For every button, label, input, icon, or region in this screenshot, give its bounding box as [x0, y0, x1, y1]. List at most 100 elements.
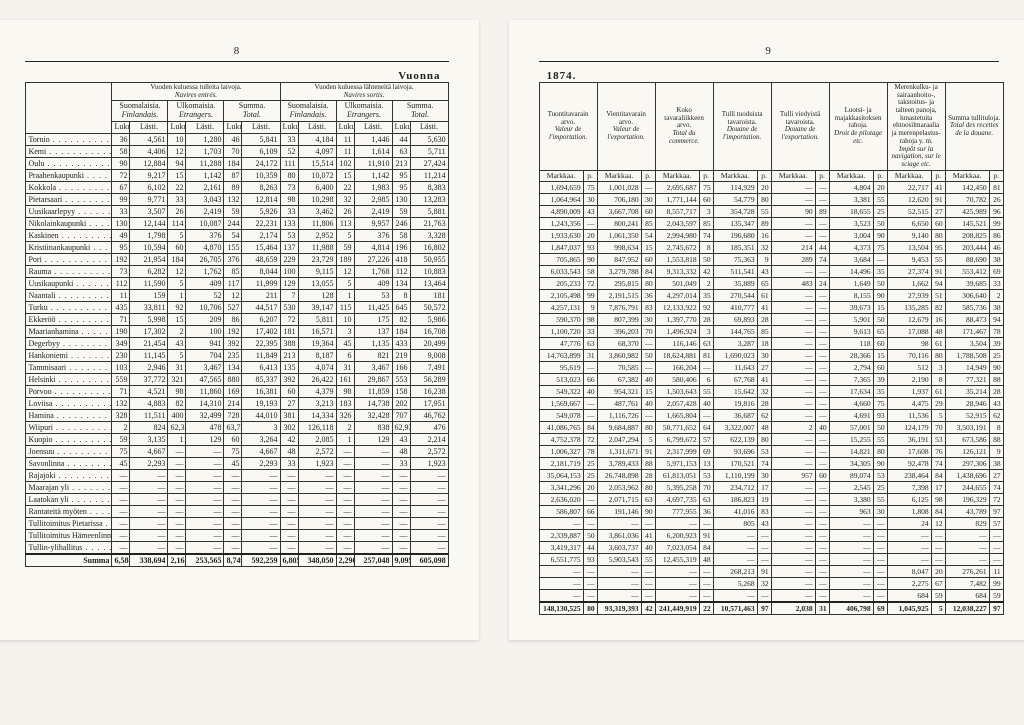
- row-label: Tammisaari: [26, 361, 112, 373]
- table-row: Pori19221,95418426,70537648,65922923,729…: [26, 253, 448, 265]
- row-label: Pori: [26, 253, 112, 265]
- page-number-right: 9: [539, 45, 999, 57]
- row-label: Kaskinen: [26, 229, 112, 241]
- row-label: Hankoniemi: [26, 349, 112, 361]
- table-row: 35,064,1532526,748,8982861,813,051531,11…: [539, 469, 1003, 481]
- row-label: Maarianhamina: [26, 325, 112, 337]
- table-row: Ekkeröö715,99815209866,207725,8111017582…: [26, 313, 448, 325]
- table-row: Kaskinen491,7985376542,174532,9525376583…: [26, 229, 448, 241]
- row-label: Rajajoki: [26, 469, 112, 481]
- row-label: Rantateitä myöten: [26, 505, 112, 517]
- table-left: Vuoden kuluessa tulleita laivoja.Navires…: [25, 82, 448, 567]
- table-row: 1,694,659751,001,028—2,695,68775114,9292…: [539, 181, 1003, 193]
- table-row: Kemi584,406121,703706,109524,097111,6146…: [26, 145, 448, 157]
- row-label: Tullitoimitus Hämeenlinnassa: [26, 529, 112, 541]
- table-row: 2,181,719253,789,433885,971,15313170,521…: [539, 457, 1003, 469]
- table-row: Rajajoki————————————: [26, 469, 448, 481]
- table-row: Nikolainkaupunki13012,14411410,08724422,…: [26, 217, 448, 229]
- table-row: 47,7766368,370—116,146633,28718——1186098…: [539, 337, 1003, 349]
- table-row: 4,752,378722,047,29456,799,67257622,1398…: [539, 433, 1003, 445]
- table-row: 1,100,72033396,203701,496,9243144,76585—…: [539, 325, 1003, 337]
- table-row: 205,23372295,81580501,049235,88965483241…: [539, 277, 1003, 289]
- row-label: Loviisa: [26, 397, 112, 409]
- row-label: Rauma: [26, 265, 112, 277]
- table-row: 1,847,03793998,634152,745,6728185,351322…: [539, 241, 1003, 253]
- row-label: Porvoo: [26, 385, 112, 397]
- table-row: Naantali111591521221171281538181: [26, 289, 448, 301]
- row-label: Nikolainkaupunki: [26, 217, 112, 229]
- table-row: Kokkola676,102222,161898,263736,400221,9…: [26, 181, 448, 193]
- table-row: 590,37098807,399301,397,7702869,89328——5…: [539, 313, 1003, 325]
- row-label: Uusikaupunki: [26, 277, 112, 289]
- table-row: Hankoniemi23011,145570423511,8492138,187…: [26, 349, 448, 361]
- row-label: Oulu: [26, 157, 112, 169]
- row-label: Tullitoimitus Pietarissa: [26, 517, 112, 529]
- table-row: 2,339,887503,861,036416,200,92391———————…: [539, 529, 1003, 541]
- table-row: 14,763,899313,860,9825018,624,881811,690…: [539, 349, 1003, 361]
- table-row: 4,257,13197,876,7918312,133,92292410,777…: [539, 301, 1003, 313]
- table-row: 586,80766191,14690777,9553641,01683——963…: [539, 505, 1003, 517]
- table-row: 2,636,020—2,071,715634,697,73563186,8231…: [539, 493, 1003, 505]
- row-label: Kemi: [26, 145, 112, 157]
- table-row: 6,033,543583,279,788849,313,33242511,541…: [539, 265, 1003, 277]
- sum-row-right: 148,130,5258093,319,39342241,449,9192210…: [539, 602, 1003, 615]
- table-row: Loviisa1324,8838214,31021419,193273,2131…: [26, 397, 448, 409]
- row-label: Tornio: [26, 133, 112, 145]
- table-row: 513,0236667,38240580,406667,76841——7,365…: [539, 373, 1003, 385]
- table-row: 1,243,356—800,241852,043,59785135,34789—…: [539, 217, 1003, 229]
- page-left: 8 Vuonna Vuoden kuluessa tulleita laivoj…: [0, 20, 479, 640]
- table-row: 1,064,96430706,180301,771,1446054,77980—…: [539, 193, 1003, 205]
- sum-row-left: Summa 6,588338,6942,161253,5658,749592,2…: [26, 554, 448, 567]
- table-row: Uusikaupunki11211,590540911711,99912913,…: [26, 277, 448, 289]
- row-label: Tullin-ylihallitus: [26, 541, 112, 554]
- row-label: Praahenkaupunki: [26, 169, 112, 181]
- table-row: Kuopio593,1351129603,264422,0851129432,2…: [26, 433, 448, 445]
- table-row: Praahenkaupunki729,217151,1428710,359801…: [26, 169, 448, 181]
- table-row: Oulu9012,8849411,28818424,17211115,51410…: [26, 157, 448, 169]
- table-row: 95,619—70,585—166,204—11,64327——2,794605…: [539, 361, 1003, 373]
- table-row: Pietarsaari999,771333,04313212,8149810,2…: [26, 193, 448, 205]
- table-row: 6,551,775935,903,5435512,455,31948——————…: [539, 553, 1003, 565]
- page-rule: [25, 61, 448, 62]
- table-row: Maarajan yli————————————: [26, 481, 448, 493]
- table-row: Uusikaarlepyy333,507262,419595,926333,46…: [26, 205, 448, 217]
- table-row: Degerbyy34921,4544394139222,39538819,364…: [26, 337, 448, 349]
- table-row: 1,006,327781,311,671912,317,9996993,6965…: [539, 445, 1003, 457]
- row-label: Kristiinankaupunki: [26, 241, 112, 253]
- year-left: Vuonna: [25, 70, 448, 82]
- table-row: 4,890,009433,667,708608,557,7173354,7285…: [539, 205, 1003, 217]
- page-number-left: 8: [25, 45, 448, 57]
- table-row: Kristiinankaupunki9510,594604,87015515,4…: [26, 241, 448, 253]
- table-row: Rantateitä myöten————————————: [26, 505, 448, 517]
- hdr-import: Tuontitavarain arvo.: [548, 110, 589, 126]
- year-right: 1874.: [539, 70, 999, 82]
- table-row: 705,86590847,952601,553,8185075,36392897…: [539, 253, 1003, 265]
- table-row: Hamina32811,51140032,49972844,01038114,3…: [26, 409, 448, 421]
- row-label: Laatokan yli: [26, 493, 112, 505]
- row-label: Naantali: [26, 289, 112, 301]
- table-row: Tullitoimitus Hämeenlinnassa————————————: [26, 529, 448, 541]
- table-row: 3,419,317443,603,737407,023,05484———————…: [539, 541, 1003, 553]
- row-label: Hamina: [26, 409, 112, 421]
- table-row: Tammisaari1032,946313,4671346,4131354,07…: [26, 361, 448, 373]
- table-row: Wiipuri282462,33547863,7833302126,118283…: [26, 421, 448, 433]
- table-row: 41,086,765849,684,8878050,771,652643,322…: [539, 421, 1003, 433]
- row-label: Maarajan yli: [26, 481, 112, 493]
- table-row: 2,105,498992,191,515364,297,01435270,544…: [539, 289, 1003, 301]
- table-row: ————————————6845968459: [539, 589, 1003, 602]
- table-right: Tuontitavarain arvo.Valeur de l'importat…: [539, 82, 1004, 615]
- table-row: Tornio364,561101,280465,841334,184111,44…: [26, 133, 448, 145]
- table-row: 549,32240954,321151,503,6435515,64232——1…: [539, 385, 1003, 397]
- row-label: Kuopio: [26, 433, 112, 445]
- table-row: Tullitoimitus Pietarissa————————————: [26, 517, 448, 529]
- table-row: Joensuu754,667——754,667482,572——482,572: [26, 445, 448, 457]
- row-label: Turku: [26, 301, 112, 313]
- hdr-markkaa: Markkaa.p. Markkaa.p. Markkaa.p. Markkaa…: [539, 170, 1003, 181]
- row-label: Helsinki: [26, 373, 112, 385]
- table-row: 1,933,630201,061,350542,994,98074196,680…: [539, 229, 1003, 241]
- table-row: Rauma736,282121,762858,0441009,115121,76…: [26, 265, 448, 277]
- row-label: Joensuu: [26, 445, 112, 457]
- table-row: Tullin-ylihallitus————————————: [26, 541, 448, 554]
- row-label: Kokkola: [26, 181, 112, 193]
- row-label: Ekkeröö: [26, 313, 112, 325]
